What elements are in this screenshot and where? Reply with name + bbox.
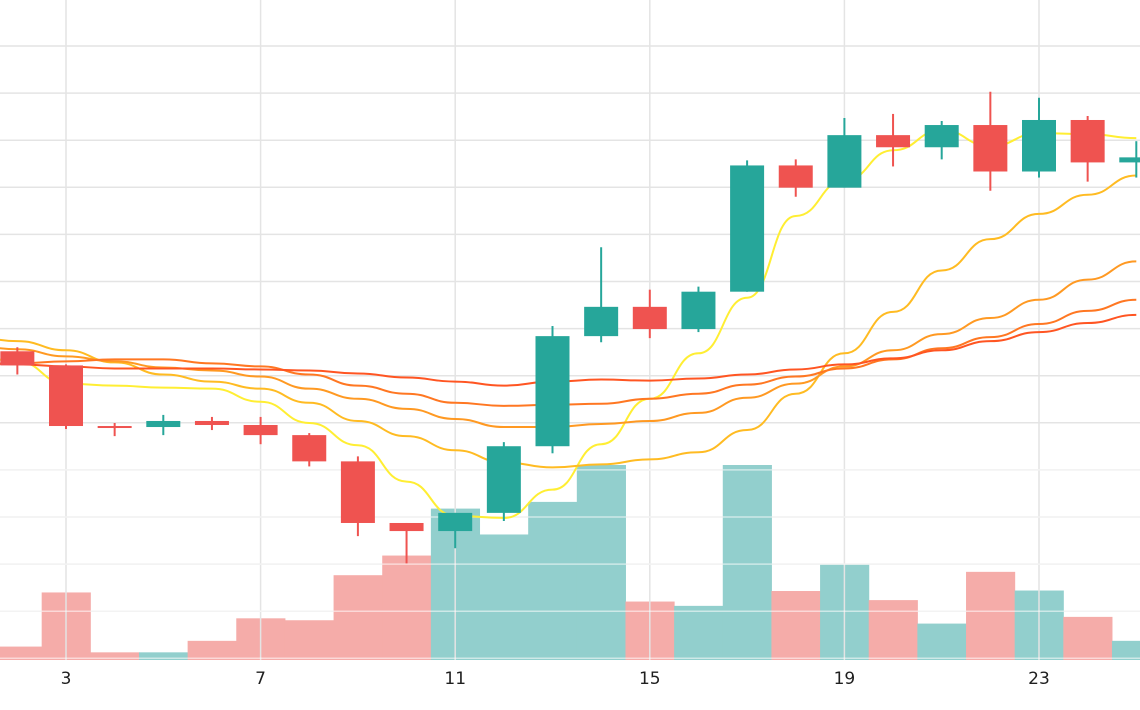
volume-bar (284, 620, 335, 660)
candle-body (924, 125, 959, 148)
volume-bars (0, 465, 1140, 660)
candle (730, 160, 765, 292)
candle-body (438, 512, 473, 532)
volume-bar (722, 465, 772, 660)
volume-bar (528, 501, 578, 660)
candle (340, 456, 375, 537)
candle-body (243, 425, 278, 436)
candle (0, 347, 35, 375)
volume-bar (479, 534, 529, 660)
candle (535, 326, 570, 454)
candle-body (827, 135, 862, 188)
candles (0, 91, 1140, 564)
candle-body (973, 125, 1008, 172)
candle-body (778, 165, 813, 188)
candle (146, 414, 181, 436)
candle (194, 416, 229, 431)
candle (1070, 115, 1105, 182)
x-tick-label: 19 (834, 669, 856, 689)
volume-bar (868, 600, 918, 660)
moving-average-line (0, 129, 1137, 519)
candle-body (681, 291, 716, 330)
candle (389, 522, 424, 564)
volume-bar (333, 575, 383, 660)
candle-body (1119, 157, 1140, 163)
candle-body (730, 165, 765, 292)
x-tick-label: 7 (255, 669, 266, 689)
candle (681, 286, 716, 333)
candle (438, 512, 473, 549)
candle-body (292, 435, 327, 462)
candle (632, 289, 667, 339)
volume-bar (0, 646, 43, 660)
candle (778, 159, 813, 197)
candle (924, 121, 959, 160)
candle-body (632, 306, 667, 330)
candle-body (486, 446, 521, 513)
candle-body (584, 306, 619, 337)
candle (827, 117, 862, 188)
moving-average-lines (0, 129, 1137, 519)
candle-body (389, 522, 424, 532)
volume-bar (917, 623, 967, 660)
candle-body (146, 420, 181, 428)
candle-body (194, 420, 229, 426)
candle (1022, 97, 1056, 178)
volume-bar (966, 571, 1016, 660)
candle-body (97, 426, 132, 429)
volume-bar (1063, 616, 1113, 660)
candle (97, 422, 132, 437)
volume-bar (1111, 640, 1140, 660)
volume-bar (187, 640, 237, 660)
volume-bar (382, 555, 432, 660)
candle (292, 433, 327, 467)
candle (973, 91, 1008, 191)
candle-body (1070, 119, 1105, 163)
candle-body (340, 461, 375, 523)
candle (243, 416, 278, 445)
candle (49, 364, 83, 430)
candle (584, 247, 619, 343)
volume-bar (576, 465, 626, 660)
candle (486, 442, 521, 521)
candle (876, 113, 911, 167)
volume-bar (138, 652, 189, 660)
volume-bar (90, 652, 140, 660)
candle-body (535, 336, 570, 447)
candle (1119, 141, 1140, 178)
moving-average-line (0, 174, 1137, 469)
candle-body (876, 135, 911, 148)
x-tick-label: 11 (444, 669, 466, 689)
x-tick-label: 23 (1028, 669, 1050, 689)
volume-bar (771, 591, 821, 660)
x-axis-ticks: 3 7 11 15 19 23 (61, 669, 1050, 689)
candle-body (0, 351, 35, 366)
x-tick-label: 3 (61, 669, 72, 689)
candle-body (1022, 119, 1056, 172)
candle-body (49, 365, 83, 427)
x-tick-label: 15 (639, 669, 661, 689)
volume-bar (674, 605, 724, 660)
